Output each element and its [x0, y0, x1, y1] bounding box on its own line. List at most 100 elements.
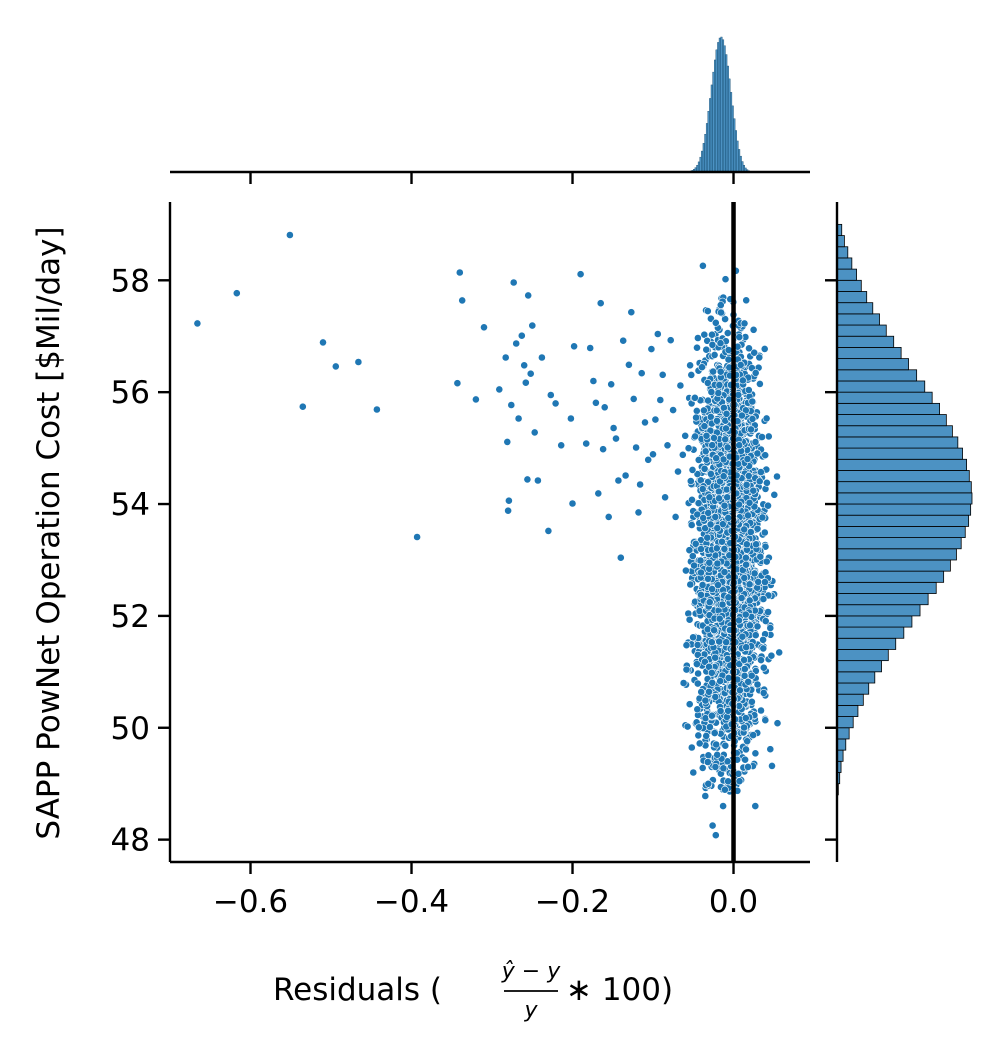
marginal-y-bar: [836, 593, 929, 606]
cluster-point: [762, 414, 771, 423]
marginal-y-bar: [836, 626, 905, 639]
x-tick-label: −0.2: [535, 884, 610, 920]
cluster-point: [686, 580, 695, 589]
cluster-point: [751, 368, 760, 377]
marginal-x-bar: [699, 156, 702, 173]
cluster-point: [716, 367, 725, 376]
marginal-x-bar: [718, 37, 721, 173]
cluster-point: [702, 431, 711, 440]
outlier-point: [517, 331, 526, 340]
cluster-point: [713, 750, 722, 759]
cluster-point: [711, 693, 720, 701]
x-axis-label: Residuals ( ŷ − y y ∗ 100): [273, 959, 673, 1023]
cluster-point: [737, 594, 746, 602]
cluster-point: [706, 723, 714, 731]
cluster-point: [775, 648, 784, 657]
cluster-point: [701, 524, 710, 533]
cluster-point: [758, 513, 767, 522]
cluster-point: [708, 585, 716, 593]
cluster-point: [757, 468, 765, 476]
y-tick-label: 54: [111, 487, 150, 523]
marginal-x-bar: [701, 150, 704, 173]
cluster-point: [720, 568, 729, 576]
outlier-point: [599, 445, 607, 454]
cluster-point: [692, 406, 701, 415]
cluster-point: [743, 455, 752, 463]
cluster-point: [735, 777, 744, 786]
cluster-point: [749, 325, 758, 334]
cluster-point: [742, 560, 750, 569]
cluster-point: [766, 745, 775, 754]
outlier-point: [557, 441, 566, 450]
cluster-point: [708, 711, 716, 720]
outlier-point: [523, 475, 532, 484]
marginal-y-bar: [836, 414, 947, 427]
marginal-y-bar: [836, 727, 850, 740]
cluster-point: [723, 329, 732, 337]
cluster-point: [740, 574, 749, 582]
outlier-point: [614, 476, 623, 485]
cluster-point: [685, 546, 694, 555]
cluster-point: [743, 737, 752, 746]
outlier-point: [629, 394, 638, 403]
cluster-point: [716, 677, 725, 685]
outlier-point: [634, 508, 643, 517]
cluster-point: [715, 614, 724, 623]
marginal-x-bar: [733, 118, 736, 173]
outlier-point: [666, 336, 675, 345]
outlier-point: [637, 369, 646, 378]
cluster-point: [688, 495, 696, 504]
marginal-y-histogram: [836, 223, 973, 796]
cluster-point: [692, 413, 700, 422]
cluster-point: [720, 501, 729, 510]
outlier-point: [372, 405, 381, 414]
outlier-point: [526, 369, 535, 378]
cluster-point: [764, 608, 772, 616]
outlier-point: [568, 499, 577, 508]
cluster-point: [694, 499, 703, 508]
cluster-point: [741, 755, 749, 764]
cluster-point: [744, 677, 753, 686]
cluster-point: [724, 346, 733, 354]
cluster-point: [748, 397, 757, 406]
outlier-point: [512, 339, 521, 348]
marginal-x-bar: [710, 84, 713, 173]
cluster-point: [761, 716, 770, 725]
cluster-point: [738, 632, 747, 641]
cluster-point: [711, 513, 720, 521]
cluster-point: [761, 578, 769, 586]
cluster-point: [708, 340, 717, 349]
cluster-point: [746, 621, 754, 630]
outlier-point: [514, 414, 523, 423]
outlier-point: [600, 403, 609, 412]
marginal-x-bar: [714, 59, 717, 173]
marginal-y-bar: [836, 369, 918, 382]
marginal-x-bar: [730, 92, 733, 173]
cluster-point: [702, 345, 711, 354]
outlier-point: [649, 450, 657, 459]
cluster-point: [688, 552, 697, 560]
cluster-point: [754, 578, 763, 586]
outlier-point: [528, 321, 537, 330]
outlier-point: [319, 338, 327, 347]
cluster-point: [698, 581, 707, 589]
cluster-point: [724, 674, 733, 682]
cluster-point: [724, 355, 733, 364]
outlier-point: [705, 493, 714, 502]
marginal-y-bar: [836, 559, 951, 572]
cluster-point: [764, 501, 772, 510]
cluster-point: [723, 493, 732, 502]
cluster-point: [718, 600, 727, 609]
y-tick-label: 56: [111, 375, 150, 411]
marginal-y-bar: [836, 716, 854, 729]
cluster-point: [724, 514, 733, 522]
cluster-point: [764, 432, 773, 441]
cluster-point: [684, 444, 693, 453]
cluster-point: [698, 764, 707, 772]
cluster-point: [759, 644, 768, 653]
cluster-point: [719, 764, 728, 773]
cluster-point: [710, 350, 719, 359]
cluster-point: [707, 388, 716, 396]
cluster-point: [715, 637, 724, 646]
cluster-point: [767, 651, 776, 660]
